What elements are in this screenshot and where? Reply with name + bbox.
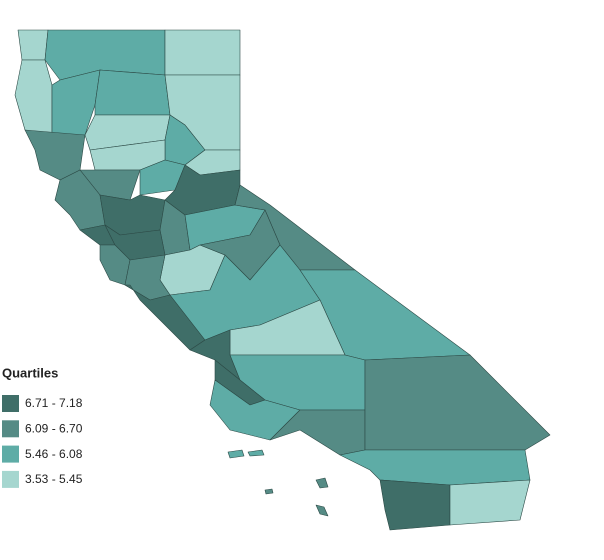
county bbox=[17, 29, 49, 61]
legend: Quartiles 6.71 - 7.18 6.09 - 6.70 5.46 - 6… bbox=[2, 365, 83, 488]
county bbox=[364, 354, 551, 451]
island bbox=[315, 504, 329, 517]
county bbox=[14, 59, 53, 136]
legend-label: 6.09 - 6.70 bbox=[25, 421, 83, 435]
legend-title: Quartiles bbox=[2, 365, 58, 380]
legend-label: 3.53 - 5.45 bbox=[25, 472, 83, 486]
county bbox=[164, 29, 241, 76]
legend-label: 6.71 - 7.18 bbox=[25, 396, 83, 410]
legend-swatch bbox=[2, 395, 19, 412]
county bbox=[94, 69, 171, 116]
county bbox=[339, 449, 531, 486]
county bbox=[379, 479, 451, 531]
island bbox=[264, 488, 274, 495]
island bbox=[315, 477, 329, 489]
counties bbox=[14, 29, 551, 531]
legend-label: 5.46 - 6.08 bbox=[25, 447, 83, 461]
legend-swatch bbox=[2, 420, 19, 438]
island bbox=[247, 449, 265, 457]
island bbox=[227, 449, 245, 459]
legend-swatch bbox=[2, 470, 19, 488]
county bbox=[449, 479, 531, 526]
legend-swatch bbox=[2, 445, 19, 463]
